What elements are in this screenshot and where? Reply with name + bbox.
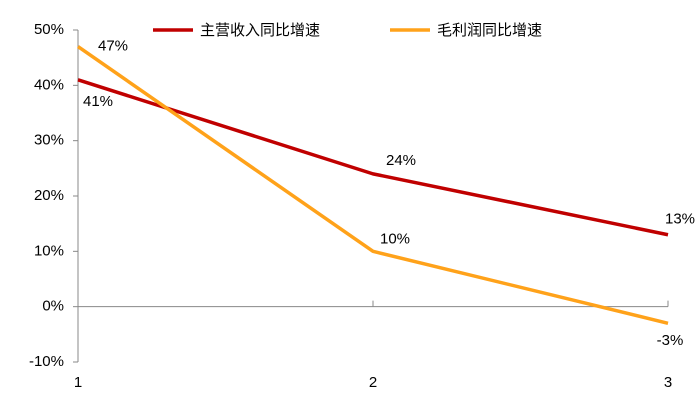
legend-label: 毛利润同比增速: [437, 22, 542, 39]
y-tick-label: 0%: [42, 298, 64, 315]
data-label: 41%: [83, 93, 113, 110]
legend-label: 主营收入同比增速: [200, 22, 320, 39]
y-tick-label: 20%: [34, 187, 64, 204]
series-line: [77, 45, 669, 325]
data-label: 13%: [665, 211, 695, 228]
data-label: 10%: [380, 230, 410, 247]
series-line: [77, 78, 669, 237]
data-label: -3%: [657, 332, 684, 349]
y-tick-label: -10%: [29, 353, 64, 370]
x-tick-label: 1: [74, 374, 82, 391]
data-label: 24%: [386, 152, 416, 169]
y-tick-label: 50%: [34, 21, 64, 38]
y-tick-label: 10%: [34, 242, 64, 259]
x-tick-label: 3: [664, 374, 672, 391]
x-tick-label: 2: [369, 374, 377, 391]
y-tick-label: 30%: [34, 132, 64, 149]
y-tick-label: 40%: [34, 76, 64, 93]
data-label: 47%: [98, 38, 128, 55]
